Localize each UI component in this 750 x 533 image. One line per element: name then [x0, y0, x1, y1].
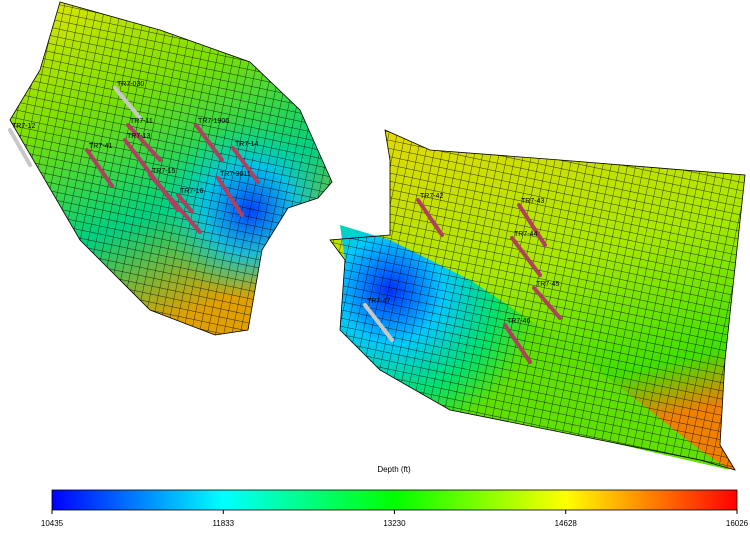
well-path — [416, 198, 444, 237]
well-label: TR7-3011 — [220, 171, 251, 178]
well-label: TR7-15 — [152, 168, 175, 175]
left-surface — [9, 1, 333, 336]
well-path — [126, 123, 162, 162]
well-path — [532, 286, 562, 320]
right-surface — [329, 129, 746, 471]
tick-label: 14628 — [555, 519, 578, 528]
colorbar-ticks: 10435 11833 13230 14628 16026 — [41, 510, 749, 528]
well-label: TR7-47 — [367, 298, 390, 305]
well-path — [510, 236, 542, 277]
well-label: TR7-46 — [507, 318, 530, 325]
well-label: TR7-13 — [127, 133, 150, 140]
well-label: TR7-16 — [180, 188, 203, 195]
well-path — [194, 123, 224, 162]
well-path — [363, 303, 394, 342]
well-path — [216, 176, 244, 217]
well-label: TR7-12 — [12, 123, 35, 130]
tick-label: 13230 — [383, 519, 406, 528]
tick-label: 10435 — [41, 519, 64, 528]
well-label: TR7-44 — [514, 231, 537, 238]
well-label: TR7-1906 — [198, 118, 229, 125]
well-path — [148, 173, 202, 234]
well-label: TR7-030 — [117, 81, 144, 88]
tick-label: 16026 — [726, 519, 749, 528]
well-path — [517, 203, 547, 247]
well-path — [176, 193, 194, 214]
well-path — [503, 323, 532, 364]
well-label: TR7-41 — [89, 143, 112, 150]
well-label: TR7-42 — [420, 193, 443, 200]
well-label: TR7-14 — [235, 141, 258, 148]
colorbar-title: Depth (ft) — [377, 465, 411, 474]
well-path — [113, 86, 142, 120]
well-label: TR7-11 — [130, 118, 153, 125]
well-label: TR7-45 — [536, 281, 559, 288]
well-path — [8, 128, 32, 167]
well-label: TR7-43 — [521, 198, 544, 205]
tick-label: 11833 — [212, 519, 234, 528]
wells: TR7-12 TR7-030 TR7-11 TR7-13 TR7-1906 TR7-14 T… — [8, 81, 562, 364]
colorbar — [51, 489, 738, 511]
well-path — [85, 148, 114, 188]
well-path — [231, 146, 260, 184]
